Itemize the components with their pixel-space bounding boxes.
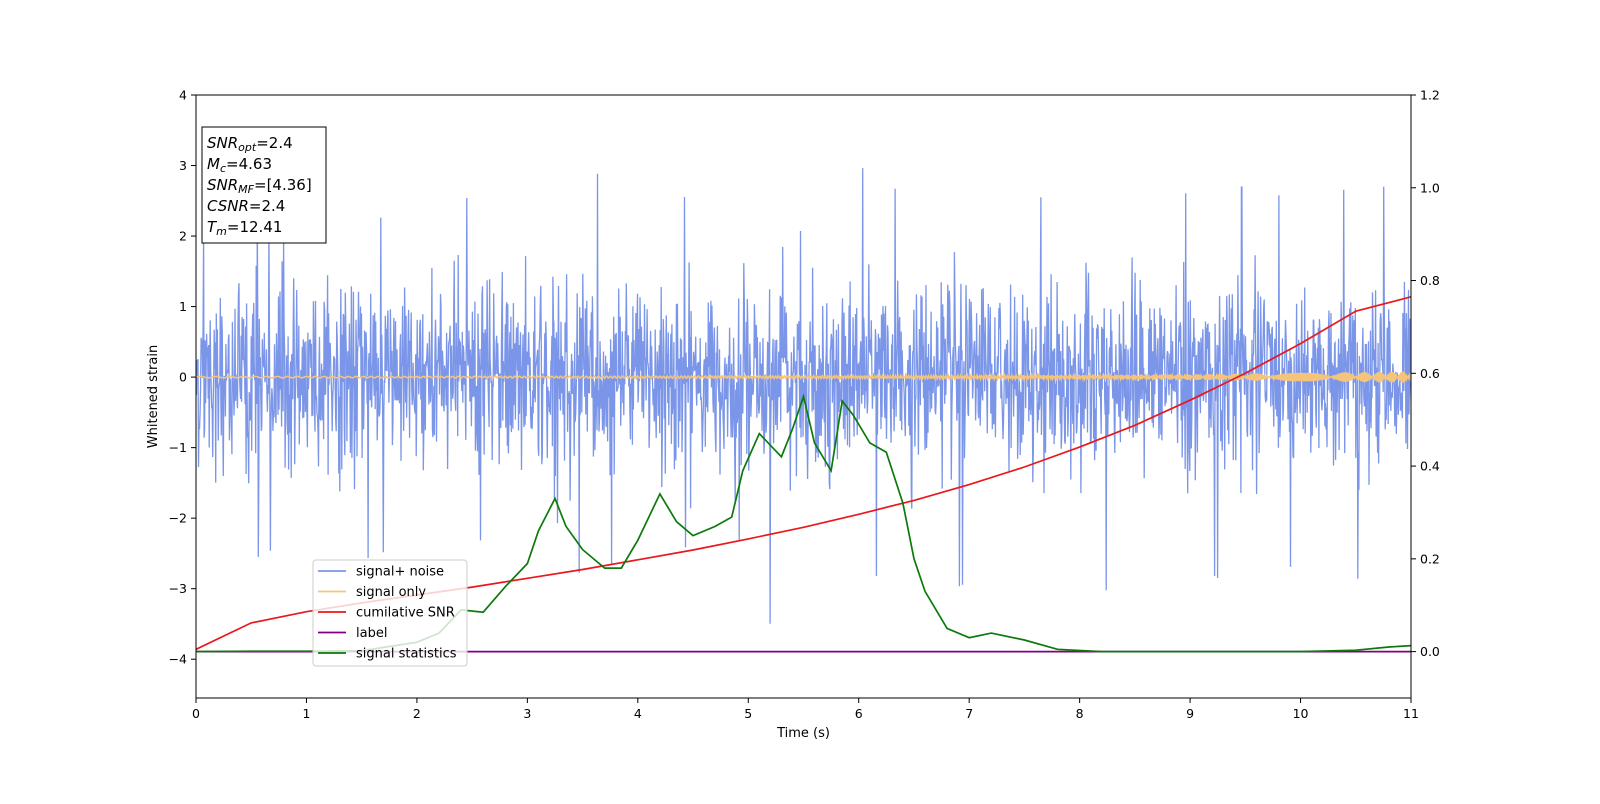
legend-label-label: label [356,626,387,641]
legend-label-signal-only: signal only [356,585,426,600]
y-tick-label: −2 [169,511,187,526]
legend-label-cumilative-snr: cumilative SNR [356,606,455,621]
annotation-line: SNRMF=[4.36] [207,176,312,196]
y-tick-label: −3 [169,581,187,596]
series-signal-statistics [196,393,1411,653]
y-tick-label: 4 [179,88,187,103]
y2-tick-label: 0.2 [1420,551,1440,566]
x-tick-label: 3 [523,706,531,721]
x-axis-label: Time (s) [776,726,830,741]
x-tick-label: 10 [1293,706,1309,721]
y-tick-label: 1 [179,299,187,314]
x-tick-label: 1 [302,706,310,721]
annotation-line: CSNR=2.4 [207,197,285,215]
x-tick-label: 2 [413,706,421,721]
x-tick-label: 8 [1076,706,1084,721]
annotation-line: Mc=4.63 [207,155,272,175]
x-tick-label: 11 [1403,706,1419,721]
y-tick-label: 3 [179,158,187,173]
plot-frame [195,94,1412,699]
x-tick-label: 7 [965,706,973,721]
annotation-line: SNRopt=2.4 [207,134,293,154]
y-tick-label: −1 [169,440,187,455]
axes-layer: 0 1 2 3 4 5 6 7 8 9 10 1143210−1−2−3−41.21.00.80.60… [169,88,1440,722]
legend-frame [312,559,468,667]
legend-label-signal-noise: signal+ noise [356,565,444,580]
y2-tick-label: 0.0 [1420,644,1440,659]
y-tick-label: 2 [179,229,187,244]
annotation-line: Tm=12.41 [207,218,282,238]
y2-tick-label: 0.6 [1420,366,1440,381]
y2-tick-label: 0.4 [1420,459,1440,474]
series-signal-noise [196,168,1411,624]
x-tick-label: 9 [1186,706,1194,721]
y2-tick-label: 1.2 [1420,88,1440,103]
y2-tick-label: 1.0 [1420,180,1440,195]
y-axis-label: Whitened strain [146,345,161,448]
x-tick-label: 0 [192,706,200,721]
x-tick-label: 4 [634,706,642,721]
y-tick-label: −4 [169,652,187,667]
legend-label-signal-statistics: signal statistics [356,647,457,662]
x-tick-label: 6 [855,706,863,721]
y-tick-label: 0 [179,370,187,385]
annotation-frame [201,126,327,244]
series-signal-only [196,371,1411,383]
legend: signal+ noise signal only cumilative SNR la… [312,559,468,667]
x-tick-label: 5 [744,706,752,721]
y2-tick-label: 0.8 [1420,273,1440,288]
